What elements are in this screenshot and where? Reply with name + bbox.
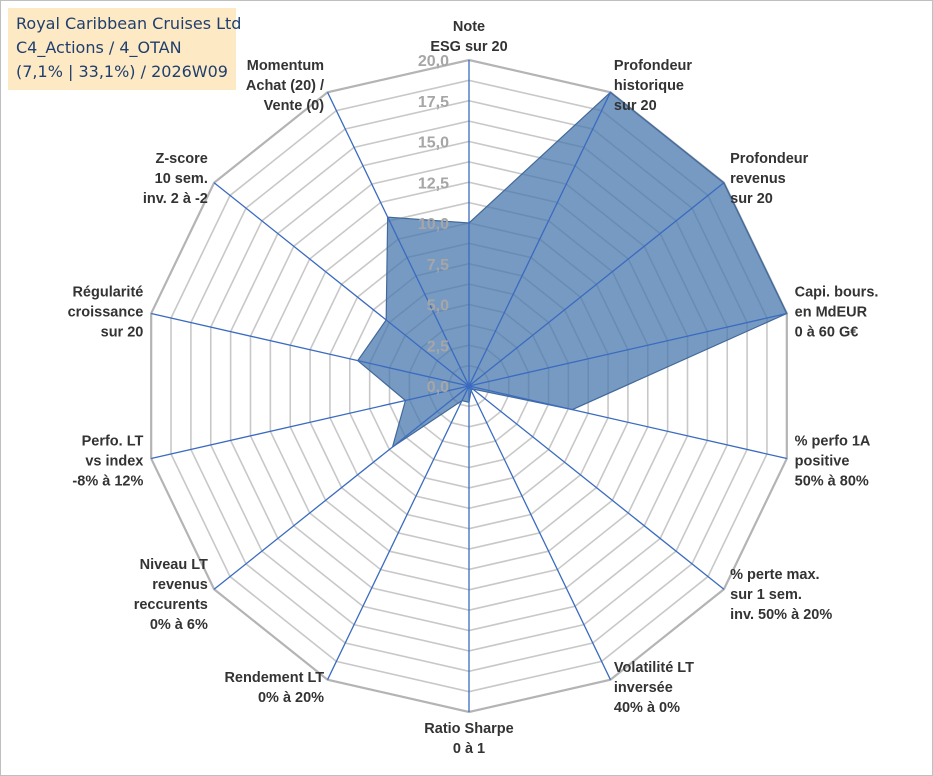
- axis-label: % perte max. sur 1 sem. inv. 50% à 20%: [730, 567, 832, 623]
- tick-label: 15,0: [418, 135, 449, 152]
- axis-label: Régularité croissance sur 20: [68, 285, 144, 341]
- axis-spoke: [468, 92, 612, 387]
- axis-spoke: [213, 385, 470, 590]
- tick-label: 12,5: [418, 175, 449, 192]
- tick-label: 0,0: [427, 379, 449, 396]
- axis-spoke: [326, 385, 470, 680]
- axis-label: Note ESG sur 20: [430, 19, 507, 55]
- axis-label: Rendement LT 0% à 20%: [224, 670, 324, 706]
- tick-label: 5,0: [427, 298, 449, 315]
- tick-label: 20,0: [418, 53, 449, 70]
- axis-label: Perfo. LT vs index -8% à 12%: [72, 433, 143, 489]
- axis-label: Profondeur historique sur 20: [614, 58, 692, 114]
- title-stats: (7,1% | 33,1%) / 2026W09: [16, 62, 228, 81]
- tick-label: 7,5: [427, 257, 449, 274]
- axis-spoke: [151, 312, 470, 387]
- tick-label: 17,5: [418, 94, 449, 111]
- axis-spoke: [468, 312, 787, 387]
- axis-spoke: [468, 385, 612, 680]
- axis-spoke: [151, 385, 470, 460]
- axis-label: Capi. bours. en MdEUR 0 à 60 G€: [795, 285, 879, 341]
- axis-spoke: [468, 182, 725, 387]
- axis-spoke: [213, 182, 470, 387]
- title-company: Royal Caribbean Cruises Ltd: [16, 14, 242, 33]
- title-category: C4_Actions / 4_OTAN: [16, 38, 182, 57]
- axis-label: Z-score 10 sem. inv. 2 à -2: [143, 151, 208, 207]
- axis-label: Ratio Sharpe 0 à 1: [424, 721, 513, 757]
- tick-label: 10,0: [418, 216, 449, 233]
- axis-spoke: [468, 385, 787, 460]
- axis-label: % perfo 1A positive 50% à 80%: [795, 433, 871, 489]
- title-box: Royal Caribbean Cruises Ltd C4_Actions /…: [8, 8, 242, 90]
- axis-label: Volatilité LT inversée 40% à 0%: [614, 660, 694, 716]
- axis-spoke: [468, 385, 725, 590]
- axis-label: Niveau LT revenus reccurents 0% à 6%: [134, 557, 208, 633]
- axis-spoke: [326, 92, 470, 387]
- axis-label: Momentum Achat (20) / Vente (0): [246, 58, 324, 114]
- tick-label: 2,5: [427, 338, 449, 355]
- axis-label: Profondeur revenus sur 20: [730, 151, 808, 207]
